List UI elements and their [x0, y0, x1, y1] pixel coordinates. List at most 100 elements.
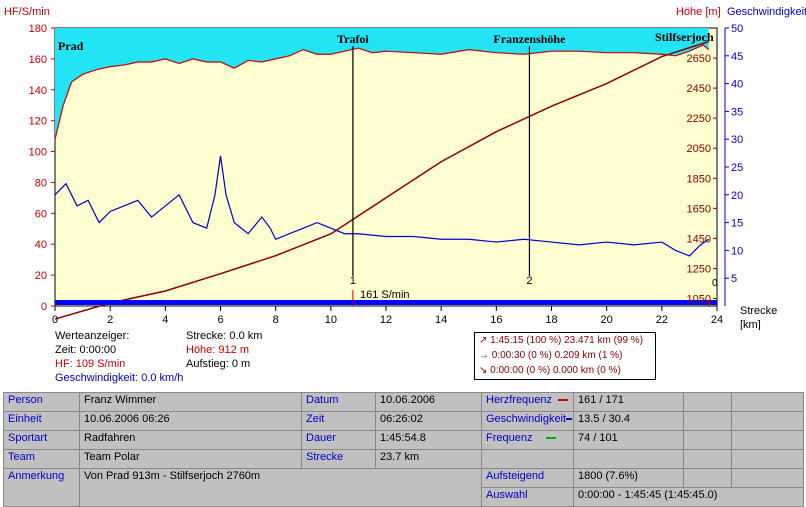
x-tick-label: 20 — [601, 314, 613, 326]
value-sport: Radfahren — [79, 430, 302, 450]
value-duration: 1:45:54.8 — [375, 430, 482, 450]
empty-cell — [683, 468, 732, 488]
x-tick-label: 12 — [380, 314, 392, 326]
empty-cell — [731, 449, 804, 469]
readout-speed: Geschwindigkeit: 0.0 km/h — [55, 372, 184, 384]
label-ascending: Aufsteigend — [481, 468, 574, 488]
readout-altitude: Höhe: 912 m — [186, 344, 249, 356]
readout-distance: Strecke: 0.0 km — [186, 330, 263, 342]
speed-tick-label: 50 — [731, 23, 743, 35]
readout-ascent: Aufstieg: 0 m — [186, 358, 251, 370]
label-selection: Auswahl — [481, 487, 574, 507]
value-unit: 10.06.2006 06:26 — [79, 411, 302, 431]
empty-cell — [683, 449, 732, 469]
altitude-tick-label: 2050 — [687, 143, 711, 155]
frequency-indicator — [546, 437, 557, 440]
summary-uphill: ↗ 1:45:15 (100 %) 23.471 km (99 %) — [479, 335, 644, 346]
altitude-tick-label: 1850 — [687, 173, 711, 185]
speed-tick-label: 35 — [731, 106, 743, 118]
edge-label: 0 — [712, 278, 718, 289]
value-team: Team Polar — [79, 449, 302, 469]
table-row: Anmerkung Von Prad 913m - Stilfserjoch 2… — [3, 468, 804, 507]
altitude-tick-label: 2650 — [687, 53, 711, 65]
label-time: Zeit — [301, 411, 376, 431]
label-note: Anmerkung — [3, 468, 80, 507]
altitude-tick-label: 2450 — [687, 83, 711, 95]
empty-cell — [731, 468, 804, 488]
left-tick-label: 0 — [41, 301, 47, 313]
speed-tick-label: 40 — [731, 79, 743, 91]
plot-area — [54, 27, 718, 307]
readout-hf: HF: 109 S/min — [55, 358, 126, 370]
readout-time: Zeit: 0:00:00 — [55, 344, 117, 356]
x-tick-label: 6 — [217, 314, 223, 326]
hf-line — [54, 44, 710, 140]
label-unit: Einheit — [3, 411, 80, 431]
info-table: Person Franz Wimmer Datum 10.06.2006 Her… — [3, 392, 804, 507]
value-heart-rate: 161 / 171 — [573, 392, 684, 412]
speed-tick-label: 45 — [731, 51, 743, 63]
empty-cell — [683, 392, 732, 412]
value-distance: 23.7 km — [375, 449, 482, 469]
speed-tick-label: 15 — [731, 218, 743, 230]
x-tick-label: 4 — [162, 314, 168, 326]
heart-rate-indicator — [558, 399, 569, 402]
x-axis-label: Strecke — [740, 305, 777, 317]
label-speed: Geschwindigkeit — [481, 411, 574, 431]
left-tick-label: 60 — [35, 208, 47, 220]
table-row: Auswahl 0:00:00 - 1:45:45 (1:45:45.0) — [4, 487, 804, 507]
label-person: Person — [3, 392, 80, 412]
speed-axis-label: Geschwindigkeit — [727, 6, 806, 18]
place-label-stilfserjoch: Stilfserjoch — [655, 30, 714, 44]
x-tick-label: 14 — [435, 314, 447, 326]
altitude-tick-label: 1650 — [687, 203, 711, 215]
value-time: 06:26:02 — [375, 411, 482, 431]
value-ascending: 1800 (7.6%) — [573, 468, 684, 488]
label-distance: Strecke — [301, 449, 376, 469]
left-tick-label: 100 — [29, 147, 47, 159]
label-sport: Sportart — [3, 430, 80, 450]
speed-tick-label: 25 — [731, 162, 743, 174]
value-selection: 0:00:00 - 1:45:45 (1:45:45.0) — [573, 487, 804, 507]
waypoint-number: 2 — [526, 275, 532, 287]
empty-cell — [573, 449, 684, 469]
empty-cell — [683, 411, 732, 431]
x-tick-label: 2 — [107, 314, 113, 326]
value-note: Von Prad 913m - Stilfserjoch 2760m — [79, 468, 482, 507]
waypoint-label: Trafoi — [337, 32, 369, 46]
x-tick-label: 24 — [711, 314, 723, 326]
altitude-tick-label: 1050 — [687, 293, 711, 305]
altitude-line — [54, 40, 709, 320]
x-tick-label: 8 — [273, 314, 279, 326]
value-speed: 13.5 / 30.4 — [573, 411, 684, 431]
speed-line — [54, 155, 710, 257]
summary-flat: → 0:00:30 (0 %) 0.209 km (1 %) — [479, 350, 623, 361]
label-date: Datum — [301, 392, 376, 412]
altitude-tick-label: 1450 — [687, 233, 711, 245]
waypoint-number: 1 — [350, 275, 356, 287]
speed-tick-label: 20 — [731, 190, 743, 202]
table-row: Team Team Polar Strecke 23.7 km — [3, 449, 804, 469]
left-tick-label: 140 — [29, 85, 47, 97]
x-tick-label: 16 — [490, 314, 502, 326]
left-axis-label: HF/S/min — [4, 6, 50, 18]
slope-summary-box: ↗ 1:45:15 (100 %) 23.471 km (99 %) → 0:0… — [474, 332, 656, 380]
empty-cell — [731, 411, 804, 431]
altitude-tick-label: 2250 — [687, 113, 711, 125]
cursor-label: 161 S/min — [360, 289, 410, 301]
selection-strip — [55, 300, 717, 305]
empty-cell — [731, 392, 804, 412]
left-tick-label: 160 — [29, 54, 47, 66]
speed-indicator — [566, 418, 573, 421]
left-tick-label: 120 — [29, 116, 47, 128]
label-team: Team — [3, 449, 80, 469]
left-tick-label: 80 — [35, 177, 47, 189]
waypoint-label: Franzenshöhe — [493, 32, 566, 46]
left-tick-label: 40 — [35, 239, 47, 251]
empty-cell — [683, 430, 732, 450]
table-row: Sportart Radfahren Dauer 1:45:54.8 Frequ… — [3, 430, 804, 450]
value-person: Franz Wimmer — [79, 392, 302, 412]
label-duration: Dauer — [301, 430, 376, 450]
x-tick-label: 10 — [325, 314, 337, 326]
